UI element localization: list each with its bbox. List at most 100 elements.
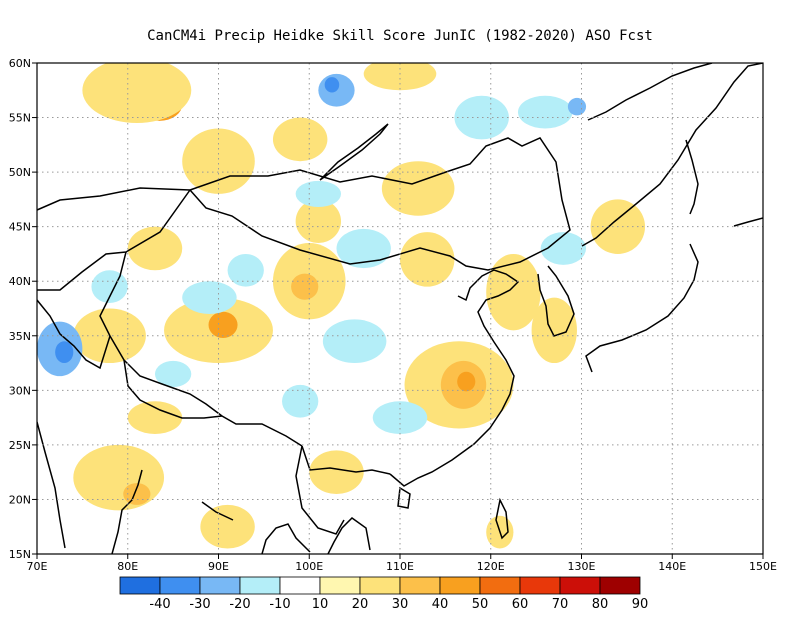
coastline-china <box>389 269 520 487</box>
colorbar-swatch <box>559 576 601 595</box>
lon-tick-label: 100E <box>295 560 323 573</box>
skill-patch <box>208 311 238 338</box>
coastline-russia-east <box>581 63 763 247</box>
border-kazakhstan <box>37 187 191 211</box>
lon-tick-label: 70E <box>27 560 48 573</box>
island-hainan <box>397 486 411 509</box>
lat-tick-label: 40N <box>9 275 31 288</box>
colorbar-swatch <box>199 576 241 595</box>
lon-tick-label: 130E <box>568 560 596 573</box>
colorbar-swatch <box>359 576 401 595</box>
border-pakistan <box>37 299 111 370</box>
lon-tick-label: 150E <box>749 560 777 573</box>
skill-patch <box>363 63 437 91</box>
graticule <box>37 63 763 554</box>
colorbar-label: 60 <box>512 597 529 612</box>
colorbar-swatch <box>159 576 201 595</box>
border-mongolia <box>189 137 571 271</box>
skill-patch <box>55 341 74 364</box>
lat-tick-label: 30N <box>9 384 31 397</box>
lon-tick-label: 120E <box>477 560 505 573</box>
skill-patch <box>517 95 573 129</box>
border-central-asia <box>37 189 191 291</box>
colorbar-label: -40 <box>149 597 170 612</box>
skill-patch <box>82 63 192 124</box>
skill-patch <box>540 232 587 265</box>
skill-patch <box>154 360 192 388</box>
colorbar-swatch <box>279 576 321 595</box>
skill-patch <box>322 319 387 364</box>
skill-score-shading <box>37 63 646 549</box>
coastlines-and-borders <box>37 63 763 554</box>
colorbar-swatch <box>119 576 161 595</box>
colorbar-swatch <box>239 576 281 595</box>
lat-tick-label: 25N <box>9 439 31 452</box>
lake-baikal <box>319 123 389 181</box>
skill-patch <box>486 253 541 331</box>
lat-tick-label: 35N <box>9 330 31 343</box>
colorbar-label: 30 <box>392 597 409 612</box>
skill-patch <box>272 117 328 162</box>
skill-patch <box>324 77 340 93</box>
colorbar-label: 90 <box>632 597 649 612</box>
colorbar-swatch <box>519 576 561 595</box>
coastline-south-asia <box>37 421 234 554</box>
colorbar-swatch <box>319 576 361 595</box>
skill-patch <box>309 450 364 494</box>
skill-patch <box>73 444 165 511</box>
colorbar-label: 10 <box>312 597 329 612</box>
skill-patch <box>400 232 455 287</box>
lat-tick-label: 50N <box>9 166 31 179</box>
skill-patch <box>227 253 264 287</box>
colorbar-label: 80 <box>592 597 609 612</box>
colorbar-label: -30 <box>189 597 210 612</box>
skill-patch <box>123 483 151 505</box>
skill-patch <box>182 281 237 314</box>
border-indochina <box>295 445 345 535</box>
island-japan <box>585 217 763 373</box>
colorbar-swatch <box>439 576 481 595</box>
skill-patch <box>381 161 455 216</box>
lon-tick-label: 80E <box>117 560 138 573</box>
border-southeast <box>301 445 391 475</box>
skill-patch <box>295 199 342 244</box>
axis-labels: 70E 80E 90E 100E 110E 120E 130E 140E 150E 15N 20N 2… <box>9 57 777 573</box>
skill-patch <box>200 504 255 549</box>
skill-patch <box>454 95 509 140</box>
coastline-okhotsk <box>587 63 713 121</box>
border-himalaya <box>123 359 223 419</box>
lon-tick-label: 140E <box>658 560 686 573</box>
skill-patch <box>182 128 255 194</box>
skill-patch <box>372 401 428 434</box>
coastline-southeast-asia <box>261 517 371 554</box>
colorbar-swatch <box>399 576 441 595</box>
island-taiwan <box>495 497 509 540</box>
colorbar: -40 -30 -20 -10 10 20 30 40 50 60 70 80 90 <box>119 576 649 612</box>
island-sakhalin <box>685 139 699 215</box>
lat-tick-label: 55N <box>9 112 31 125</box>
colorbar-label: 20 <box>352 597 369 612</box>
colorbar-label: 40 <box>432 597 449 612</box>
colorbar-label: -20 <box>229 597 250 612</box>
colorbar-swatch <box>479 576 521 595</box>
skill-patch <box>282 384 319 418</box>
colorbar-label: 70 <box>552 597 569 612</box>
colorbar-swatch <box>599 576 641 595</box>
skill-patch <box>531 297 577 364</box>
skill-patch <box>336 228 391 269</box>
map-title: CanCM4i Precip Heidke Skill Score JunIC … <box>147 28 653 44</box>
lat-tick-label: 60N <box>9 57 31 70</box>
colorbar-label: -10 <box>269 597 290 612</box>
lon-tick-label: 90E <box>208 560 229 573</box>
lat-tick-label: 45N <box>9 221 31 234</box>
skill-patch <box>127 226 183 271</box>
skill-patch <box>295 180 342 208</box>
lat-tick-label: 15N <box>9 548 31 561</box>
skill-patch <box>291 273 319 300</box>
border-china-west <box>99 251 303 447</box>
lon-tick-label: 110E <box>386 560 414 573</box>
colorbar-label: 50 <box>472 597 489 612</box>
axis-ticks <box>32 62 764 559</box>
coastline-korea <box>537 265 575 337</box>
